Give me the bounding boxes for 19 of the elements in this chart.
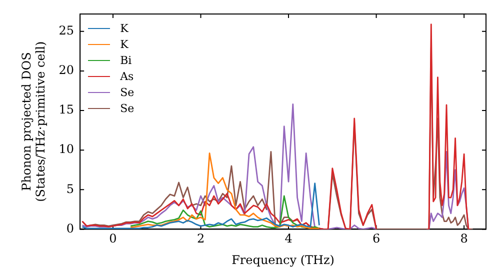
x-tick-label: 8 bbox=[460, 232, 468, 246]
legend-label: K bbox=[120, 38, 128, 50]
y-tick-label: 0 bbox=[66, 221, 74, 236]
x-tick-label: 0 bbox=[109, 232, 117, 246]
x-axis-title: Frequency (THz) bbox=[232, 252, 334, 267]
legend-label: Se bbox=[120, 86, 134, 98]
y-tick-label: 20 bbox=[58, 63, 74, 78]
legend-label: Bi bbox=[120, 54, 132, 66]
x-tick-label: 6 bbox=[372, 232, 380, 246]
x-tick-label: 4 bbox=[284, 232, 293, 246]
y-tick-label: 5 bbox=[66, 182, 74, 196]
x-tick-label: 2 bbox=[196, 232, 205, 246]
y-tick-label: 25 bbox=[58, 24, 74, 38]
legend-label: K bbox=[120, 22, 128, 34]
y-tick-label: 15 bbox=[58, 102, 74, 117]
legend-label: As bbox=[120, 70, 134, 82]
y-tick-label: 10 bbox=[58, 142, 74, 156]
legend-label: Se bbox=[120, 102, 134, 114]
y-axis-title: Phonon projected DOS (States/THz·primitive cell) bbox=[19, 41, 48, 202]
